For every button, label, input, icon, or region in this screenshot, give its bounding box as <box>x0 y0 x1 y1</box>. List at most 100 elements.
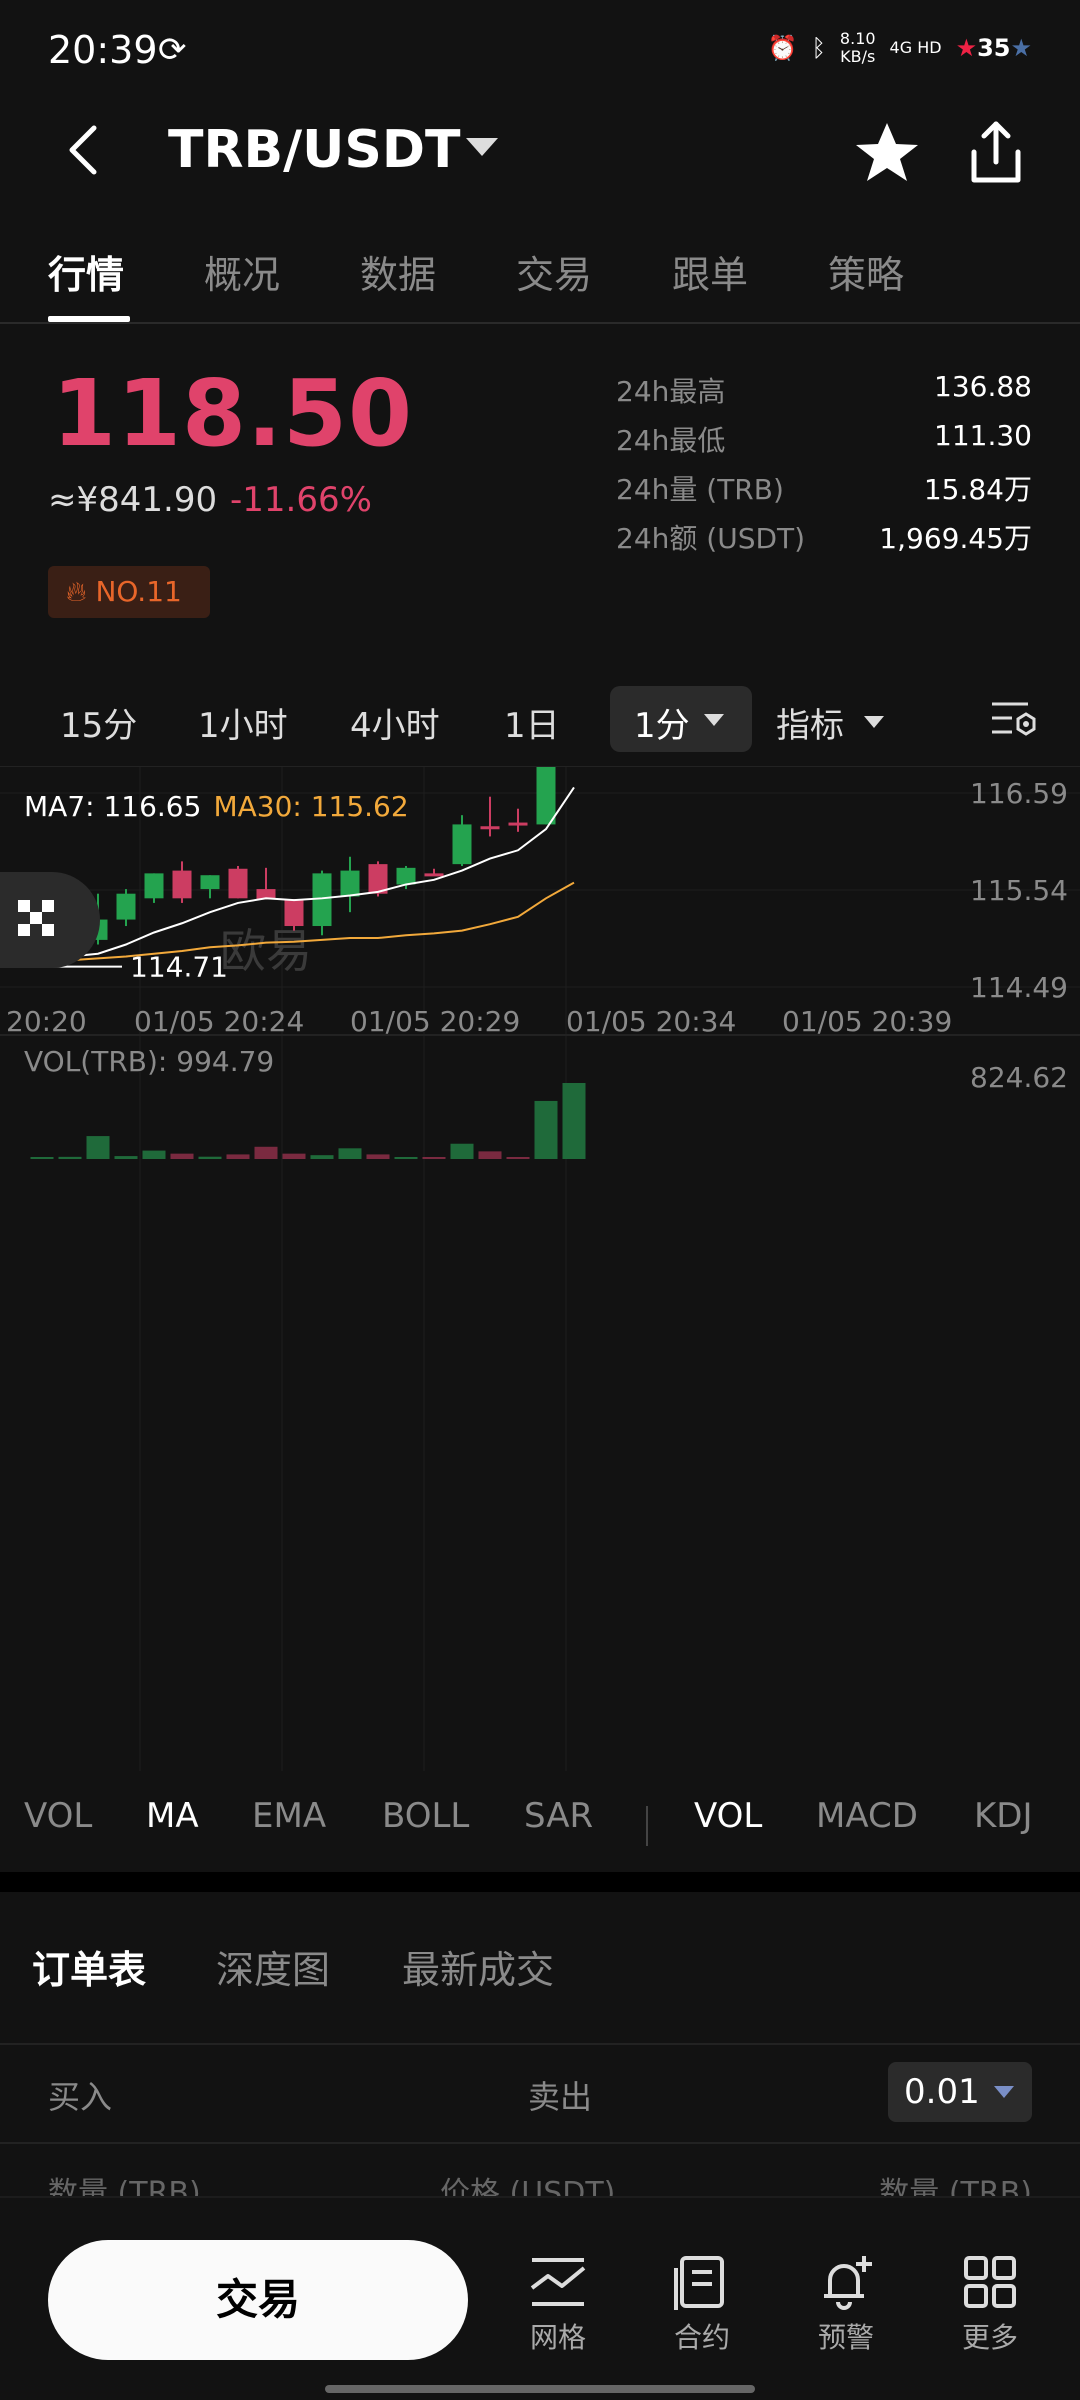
nav-more[interactable]: 更多 <box>940 2254 1040 2356</box>
chart-settings-icon[interactable] <box>988 694 1038 744</box>
orderbook-tabs: 订单表 深度图 最新成交 <box>0 1905 1080 2045</box>
indicator-tabs: VOL MA EMA BOLL SAR VOL MACD KDJ <box>0 1770 1080 1880</box>
nav-grid[interactable]: 网格 <box>508 2254 608 2356</box>
tab-data[interactable]: 数据 <box>360 253 437 297</box>
candle-body <box>424 873 444 877</box>
volume-bar <box>450 1143 474 1159</box>
candle-body <box>396 867 416 885</box>
rank-badge[interactable]: 🔥︎ NO.11 <box>48 566 210 618</box>
x-tick-label: 01/05 20:39 <box>782 1005 952 1038</box>
ma-legend: MA7: 116.65 MA30: 115.62 <box>24 790 409 823</box>
volume-bar <box>394 1157 418 1159</box>
ma7-legend: MA7: 116.65 <box>24 790 202 823</box>
x-tick-label: 01/05 20:34 <box>566 1005 736 1038</box>
candle-body <box>284 899 304 927</box>
tab-order-book[interactable]: 订单表 <box>32 1948 147 1992</box>
volume-max-tick: 824.62 <box>970 1061 1068 1094</box>
contract-icon <box>674 2256 724 2310</box>
precision-dropdown[interactable]: 0.01 <box>888 2062 1032 2122</box>
nav-alert[interactable]: 预警 <box>796 2254 896 2356</box>
bottom-nav: 交易 网格 合约 预警 <box>0 2196 1080 2400</box>
candle-body <box>340 870 360 897</box>
price-change-pct: -11.66% <box>230 480 372 520</box>
indicator-vol-sub[interactable]: VOL <box>694 1796 763 1836</box>
indicator-boll[interactable]: BOLL <box>382 1796 470 1836</box>
y-tick-label: 115.54 <box>970 874 1068 907</box>
cny-price: ≈¥841.90 <box>48 480 218 520</box>
tab-latest-trades[interactable]: 最新成交 <box>402 1948 555 1992</box>
candle-body <box>256 889 276 900</box>
chevron-down-icon <box>864 716 884 728</box>
interval-1h[interactable]: 1小时 <box>198 706 288 746</box>
tab-trade[interactable]: 交易 <box>516 253 593 297</box>
tab-copy-trading[interactable]: 跟单 <box>672 253 749 297</box>
chevron-down-icon <box>994 2086 1014 2098</box>
indicator-divider <box>646 1806 648 1846</box>
volume-bar <box>226 1154 250 1159</box>
bell-add-icon <box>824 2256 872 2310</box>
indicator-kdj[interactable]: KDJ <box>974 1796 1033 1836</box>
volume-legend: VOL(TRB): 994.79 <box>24 1045 274 1078</box>
candle-body <box>116 893 136 920</box>
section-tabs: 行情 概况 数据 交易 跟单 策略 <box>0 228 1080 324</box>
interval-bar: 15分 1小时 4小时 1日 1分 指标 <box>0 686 1080 756</box>
interval-15m[interactable]: 15分 <box>60 706 138 746</box>
trade-button[interactable]: 交易 <box>48 2240 468 2360</box>
network-type: 4G HD <box>889 38 942 57</box>
candle-body <box>480 826 500 830</box>
ma7-line <box>0 786 575 962</box>
interval-4h[interactable]: 4小时 <box>350 706 440 746</box>
pair-selector[interactable]: TRB/USDT <box>168 120 461 180</box>
kline-chart-area[interactable]: 欧易118.69117.64116.59115.54114.49118.9311… <box>0 561 1080 1777</box>
candle-body <box>200 875 220 890</box>
last-price: 118.50 <box>52 360 414 467</box>
nav-contract[interactable]: 合约 <box>652 2254 752 2356</box>
bluetooth-icon: ᛒ <box>811 34 826 62</box>
candle-body <box>228 868 248 899</box>
interval-1d[interactable]: 1日 <box>504 706 560 746</box>
interval-selected-dropdown[interactable]: 1分 <box>610 686 752 752</box>
stat-24h-turnover: 24h额 (USDT) 1,969.45万 <box>616 522 1032 555</box>
volume-bar <box>30 1157 54 1159</box>
top-header: TRB/USDT <box>0 100 1080 210</box>
favorite-star-icon[interactable] <box>852 118 922 188</box>
tab-overview[interactable]: 概况 <box>204 253 281 297</box>
back-arrow-icon[interactable] <box>60 120 110 180</box>
indicator-dropdown[interactable]: 指标 <box>776 706 844 746</box>
volume-bar <box>114 1156 138 1159</box>
ma30-legend: MA30: 115.62 <box>213 790 409 823</box>
volume-bar <box>562 1083 586 1159</box>
y-tick-label: 116.59 <box>970 777 1068 810</box>
candle-body <box>536 729 556 825</box>
status-bar: 20:39 ⟳ ⏰ ᛒ 8.10 KB/s 4G HD ★35★ <box>0 0 1080 100</box>
home-indicator <box>325 2385 755 2393</box>
ma30-line <box>0 881 575 962</box>
x-tick-label: 01/05 20:24 <box>134 1005 304 1038</box>
watermark: 欧易 <box>220 924 312 978</box>
indicator-macd[interactable]: MACD <box>816 1796 918 1836</box>
chevron-down-icon[interactable] <box>466 138 498 156</box>
tab-market[interactable]: 行情 <box>48 253 125 297</box>
indicator-sar[interactable]: SAR <box>524 1796 594 1836</box>
chevron-down-icon <box>704 714 724 726</box>
volume-bar <box>422 1157 446 1159</box>
tab-depth-chart[interactable]: 深度图 <box>216 1948 331 1992</box>
active-tab-indicator <box>48 316 130 322</box>
fullscreen-toggle-button[interactable] <box>0 872 100 968</box>
expand-icon <box>18 900 54 936</box>
grid-chart-icon <box>530 2258 586 2306</box>
candle-body <box>368 864 388 894</box>
volume-bar <box>338 1148 362 1159</box>
volume-bar <box>310 1155 334 1159</box>
indicator-ema[interactable]: EMA <box>252 1796 327 1836</box>
share-icon[interactable] <box>966 118 1026 188</box>
indicator-ma[interactable]: MA <box>146 1796 199 1836</box>
low-price-label: 114.71 <box>130 951 228 984</box>
tab-strategy[interactable]: 策略 <box>828 253 905 297</box>
kline-chart[interactable]: 欧易118.69117.64116.59115.54114.49118.9311… <box>0 561 1080 1777</box>
candle-body <box>144 873 164 899</box>
volume-bar <box>366 1154 390 1159</box>
indicator-vol-main[interactable]: VOL <box>24 1796 93 1836</box>
status-time: 20:39 <box>48 28 158 72</box>
stat-24h-high: 24h最高 136.88 <box>616 370 1032 408</box>
